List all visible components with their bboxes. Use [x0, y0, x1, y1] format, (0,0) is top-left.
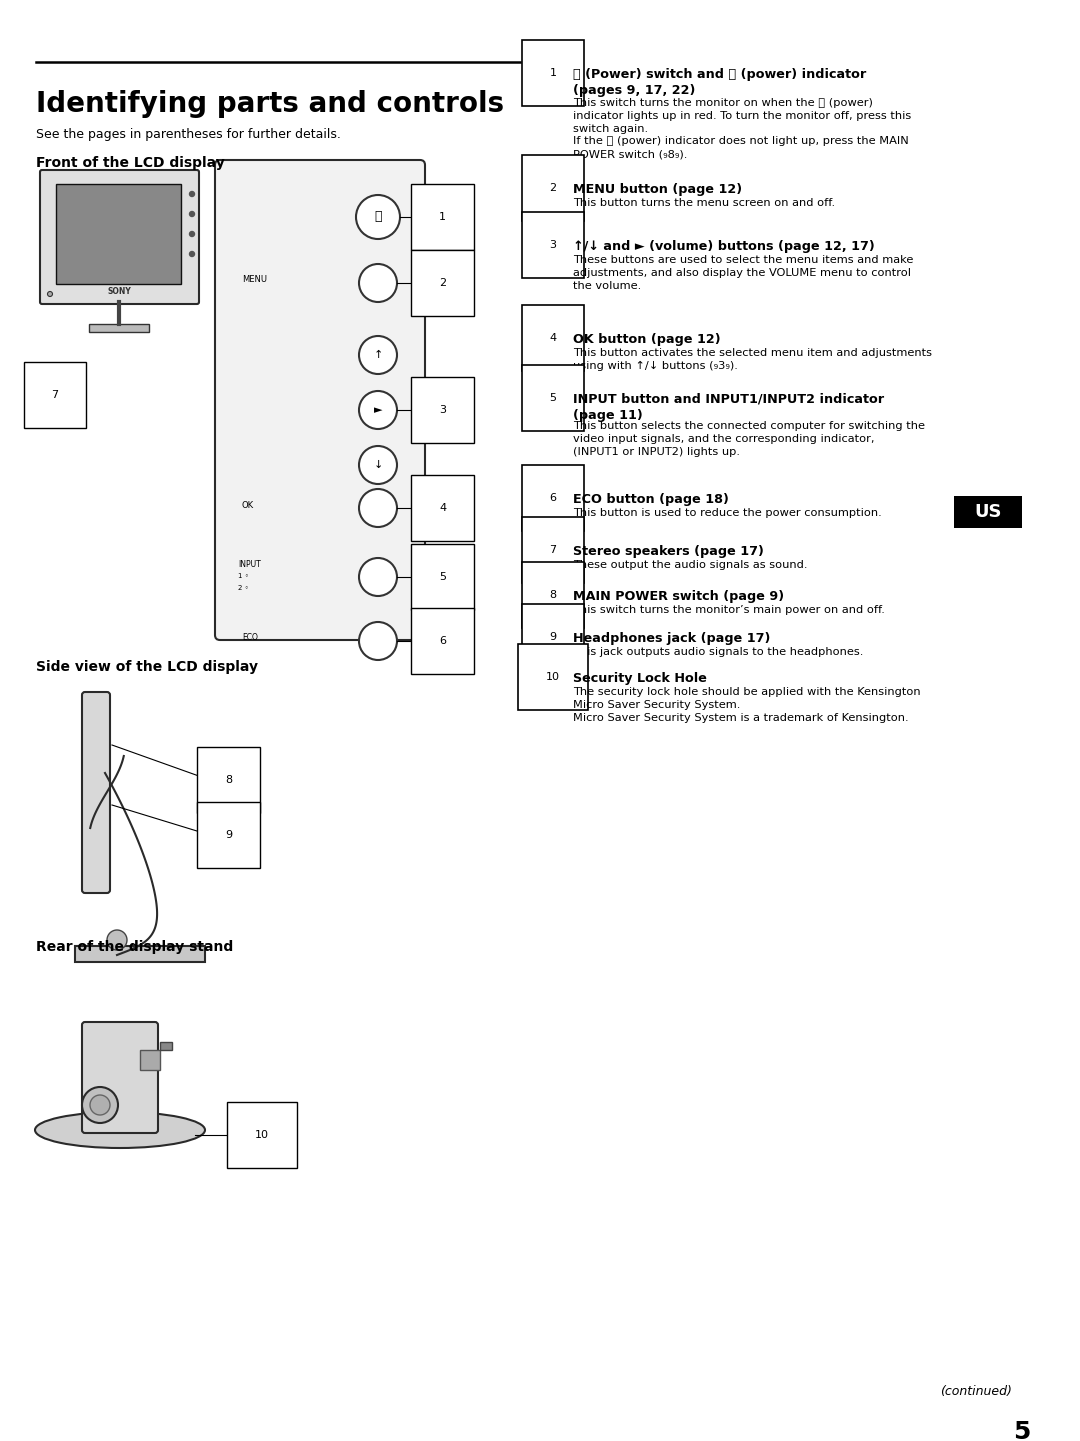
Text: ⏻: ⏻	[375, 210, 381, 223]
Text: INPUT button and INPUT1/INPUT2 indicator
(page 11): INPUT button and INPUT1/INPUT2 indicator…	[573, 393, 885, 422]
Circle shape	[359, 447, 397, 484]
Bar	[75, 945, 205, 963]
Text: Rear of the display stand: Rear of the display stand	[36, 940, 233, 954]
Text: 7: 7	[550, 545, 556, 555]
Text: ↑: ↑	[374, 350, 382, 360]
Text: This button activates the selected menu item and adjustments
using with ↑/↓ butt: This button activates the selected menu …	[573, 347, 932, 370]
Circle shape	[356, 195, 400, 239]
Bar	[89, 324, 149, 331]
Text: 8: 8	[550, 589, 556, 599]
Circle shape	[90, 1095, 110, 1115]
Circle shape	[107, 929, 127, 950]
Circle shape	[359, 488, 397, 527]
Text: These output the audio signals as sound.: These output the audio signals as sound.	[573, 561, 808, 571]
Circle shape	[189, 252, 194, 256]
Text: 5: 5	[1013, 1419, 1030, 1441]
Text: US: US	[974, 503, 1002, 522]
Bar	[954, 496, 1022, 527]
Text: ⏻ (Power) switch and ⏻ (power) indicator
(pages 9, 17, 22): ⏻ (Power) switch and ⏻ (power) indicator…	[573, 68, 866, 97]
Text: This jack outputs audio signals to the headphones.: This jack outputs audio signals to the h…	[573, 647, 863, 657]
Text: 3: 3	[550, 241, 556, 249]
Bar	[140, 1050, 160, 1071]
Text: 1: 1	[438, 212, 446, 222]
FancyBboxPatch shape	[82, 692, 110, 893]
Text: Security Lock Hole: Security Lock Hole	[573, 672, 707, 684]
Text: 4: 4	[438, 503, 446, 513]
Circle shape	[48, 291, 53, 297]
Text: SONY: SONY	[107, 288, 131, 297]
Text: Front of the LCD display: Front of the LCD display	[36, 156, 225, 170]
Circle shape	[189, 192, 194, 196]
Text: 2 ◦: 2 ◦	[238, 585, 248, 591]
FancyBboxPatch shape	[40, 170, 199, 304]
Bar	[56, 184, 181, 284]
Text: 2: 2	[550, 183, 556, 193]
Text: ECO button (page 18): ECO button (page 18)	[573, 493, 729, 506]
Text: This button is used to reduce the power consumption.: This button is used to reduce the power …	[573, 509, 881, 517]
Bar	[160, 1042, 172, 1050]
Text: OK button (page 12): OK button (page 12)	[573, 333, 720, 346]
Text: This switch turns the monitor on when the ⏻ (power)
indicator lights up in red. : This switch turns the monitor on when th…	[573, 98, 912, 159]
Text: ECO: ECO	[242, 633, 258, 641]
Text: Stereo speakers (page 17): Stereo speakers (page 17)	[573, 545, 764, 558]
Text: MENU: MENU	[242, 275, 267, 284]
Text: 10: 10	[255, 1130, 269, 1140]
Text: MENU button (page 12): MENU button (page 12)	[573, 183, 742, 196]
Text: 9: 9	[550, 633, 556, 643]
Text: 6: 6	[550, 493, 556, 503]
Text: Headphones jack (page 17): Headphones jack (page 17)	[573, 633, 770, 646]
Circle shape	[359, 336, 397, 375]
Text: 6: 6	[438, 635, 446, 646]
Text: 9: 9	[225, 830, 232, 840]
FancyBboxPatch shape	[215, 160, 426, 640]
Text: 5: 5	[438, 572, 446, 582]
Text: The security lock hole should be applied with the Kensington
Micro Saver Securit: The security lock hole should be applied…	[573, 687, 920, 722]
Text: This switch turns the monitor’s main power on and off.: This switch turns the monitor’s main pow…	[573, 605, 885, 615]
Text: 4: 4	[550, 333, 556, 343]
Text: 2: 2	[438, 278, 446, 288]
Text: 3: 3	[438, 405, 446, 415]
Text: 1: 1	[550, 68, 556, 78]
Text: ↑/↓ and ► (volume) buttons (page 12, 17): ↑/↓ and ► (volume) buttons (page 12, 17)	[573, 241, 875, 254]
Ellipse shape	[35, 1112, 205, 1148]
FancyBboxPatch shape	[82, 1022, 158, 1133]
Circle shape	[359, 558, 397, 597]
Text: Identifying parts and controls: Identifying parts and controls	[36, 89, 504, 118]
Text: MAIN POWER switch (page 9): MAIN POWER switch (page 9)	[573, 589, 784, 602]
Text: Side view of the LCD display: Side view of the LCD display	[36, 660, 258, 674]
Circle shape	[82, 1087, 118, 1123]
Text: OK: OK	[242, 500, 254, 510]
Text: ►: ►	[374, 405, 382, 415]
Text: (continued): (continued)	[940, 1385, 1012, 1398]
Text: These buttons are used to select the menu items and make
adjustments, and also d: These buttons are used to select the men…	[573, 255, 914, 291]
Text: 8: 8	[225, 775, 232, 785]
Text: 10: 10	[546, 672, 561, 682]
Text: This button turns the menu screen on and off.: This button turns the menu screen on and…	[573, 197, 835, 208]
Circle shape	[359, 623, 397, 660]
Text: INPUT: INPUT	[238, 561, 260, 569]
Text: This button selects the connected computer for switching the
video input signals: This button selects the connected comput…	[573, 421, 924, 457]
Text: See the pages in parentheses for further details.: See the pages in parentheses for further…	[36, 128, 341, 141]
Text: 5: 5	[550, 393, 556, 403]
Circle shape	[359, 391, 397, 429]
Circle shape	[189, 232, 194, 236]
Text: 1 ◦: 1 ◦	[238, 574, 248, 579]
Circle shape	[189, 212, 194, 216]
Text: ↓: ↓	[374, 460, 382, 470]
Circle shape	[359, 264, 397, 303]
Text: 7: 7	[52, 391, 58, 401]
